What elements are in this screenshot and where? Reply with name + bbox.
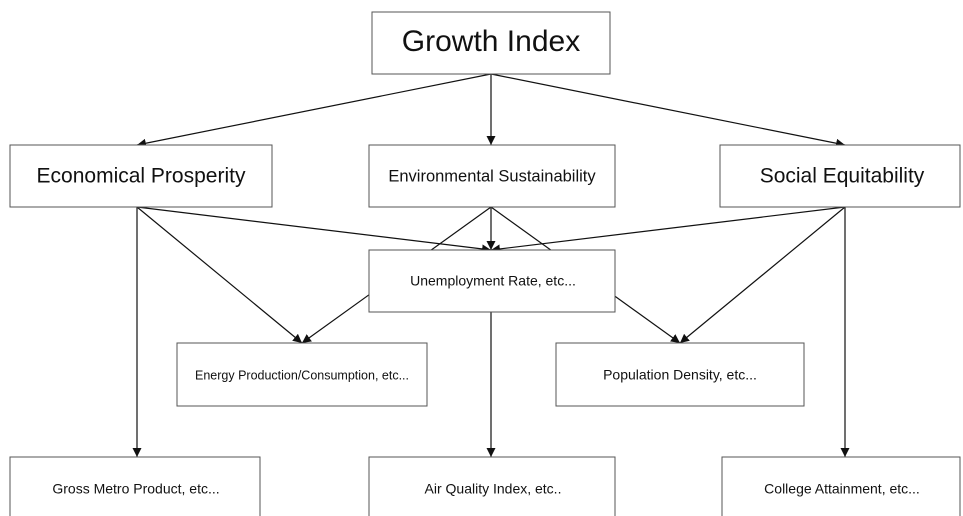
- node-box: [719, 144, 961, 208]
- node-box: [368, 144, 616, 208]
- node: Air Quality Index, etc..: [368, 456, 616, 516]
- node-box: [371, 11, 611, 75]
- node-label: Energy Production/Consumption, etc...: [195, 368, 409, 382]
- node: Growth Index: [371, 11, 611, 75]
- edge: [136, 206, 492, 254]
- node-box: [721, 456, 961, 516]
- node-label: Social Equitability: [760, 165, 925, 188]
- node: Unemployment Rate, etc...: [368, 249, 616, 313]
- node-label: Air Quality Index, etc..: [425, 481, 562, 497]
- node-label: Unemployment Rate, etc...: [410, 273, 576, 289]
- node: Gross Metro Product, etc...: [9, 456, 261, 516]
- node-label: College Attainment, etc...: [764, 481, 920, 497]
- node: Energy Production/Consumption, etc...: [176, 342, 428, 407]
- node-label: Population Density, etc...: [603, 367, 757, 383]
- node-label: Environmental Sustainability: [388, 167, 596, 185]
- edge: [490, 73, 846, 148]
- node: Economical Prosperity: [9, 144, 273, 208]
- node-label: Economical Prosperity: [37, 165, 246, 188]
- node-label: Growth Index: [402, 25, 580, 58]
- edge: [679, 206, 846, 344]
- edge: [490, 206, 846, 254]
- node: Environmental Sustainability: [368, 144, 616, 208]
- node-box: [555, 342, 805, 407]
- edge: [136, 206, 303, 344]
- node-box: [9, 144, 273, 208]
- node-box: [368, 456, 616, 516]
- node-box: [9, 456, 261, 516]
- node: Population Density, etc...: [555, 342, 805, 407]
- node-box: [176, 342, 428, 407]
- node: College Attainment, etc...: [721, 456, 961, 516]
- edge: [136, 73, 492, 148]
- node-label: Gross Metro Product, etc...: [52, 481, 219, 497]
- node: Social Equitability: [719, 144, 961, 208]
- node-box: [368, 249, 616, 313]
